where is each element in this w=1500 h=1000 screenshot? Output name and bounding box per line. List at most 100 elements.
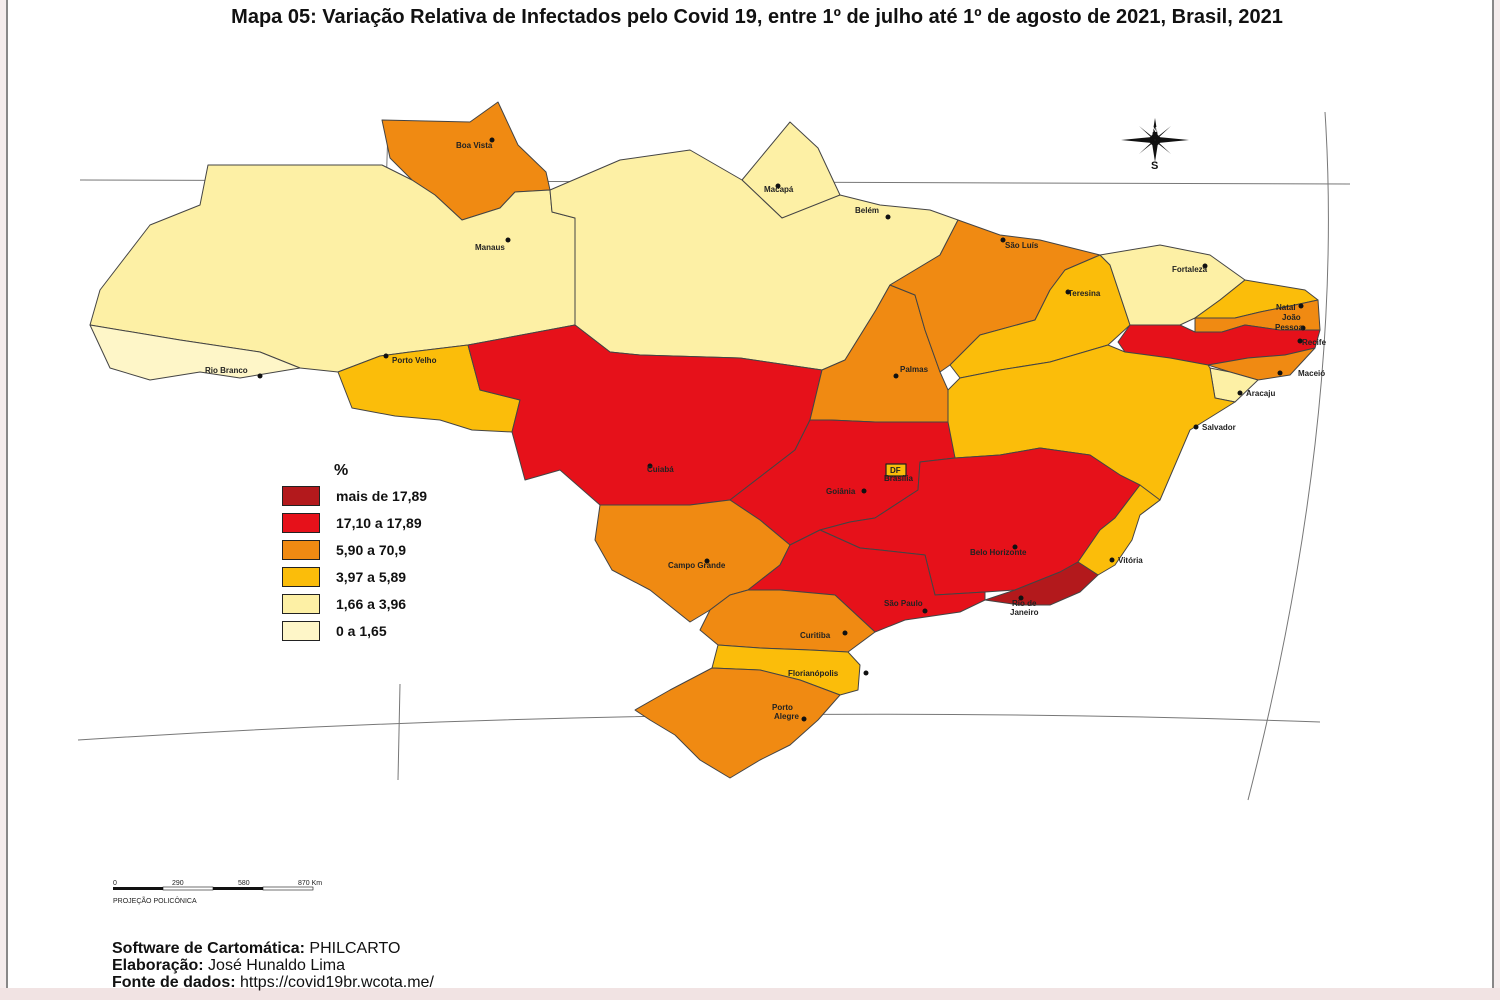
compass-rose: N S [1121, 118, 1189, 172]
credit-source: Fonte de dados: https://covid19br.wcota.… [112, 974, 434, 991]
city-label-rio-1: Rio de [1012, 599, 1037, 608]
city-label-brasilia: Brasília [884, 474, 913, 483]
city-label-recife: Recife [1302, 338, 1327, 347]
legend-swatch [282, 513, 320, 533]
compass-star-icon [1121, 118, 1189, 162]
city-label-teresina: Teresina [1068, 289, 1101, 298]
legend-label: 0 a 1,65 [336, 623, 387, 639]
credit-source-value: https://covid19br.wcota.me/ [240, 974, 434, 991]
legend-label: 17,10 a 17,89 [336, 515, 422, 531]
city-label-belo-horizonte: Belo Horizonte [970, 548, 1027, 557]
compass-south-label: S [1151, 160, 1158, 172]
legend-label: mais de 17,89 [336, 488, 428, 504]
city-label-macapa: Macapá [764, 185, 794, 194]
legend-unit: % [334, 462, 349, 479]
city-marker-porto-velho [383, 353, 389, 359]
city-marker-palmas [893, 373, 899, 379]
city-label-salvador: Salvador [1202, 423, 1236, 432]
legend-item: mais de 17,89 [282, 486, 427, 506]
compass-north-label: N [1152, 127, 1157, 134]
states [89, 101, 1321, 779]
graticule-meridian-east [1247, 111, 1329, 801]
city-label-aracaju: Aracaju [1246, 389, 1275, 398]
state-distrito-federal [885, 463, 907, 477]
city-label-rio-branco: Rio Branco [205, 366, 248, 375]
credit-author: Elaboração: José Hunaldo Lima [112, 957, 434, 974]
state-espirito-santo [1077, 484, 1161, 576]
credit-software-label: Software de Cartomática: [112, 940, 305, 957]
city-marker-fortaleza [1202, 263, 1208, 269]
city-marker-salvador [1193, 424, 1199, 430]
city-label-cuiaba: Cuiabá [647, 465, 674, 474]
legend-item: 5,90 a 70,9 [282, 540, 406, 560]
city-marker-campo-grande [704, 558, 710, 564]
city-marker-cuiaba [647, 463, 653, 469]
city-marker-boa-vista [489, 137, 495, 143]
state-minas-gerais [819, 447, 1141, 596]
city-markers [257, 137, 1306, 722]
credit-software: Software de Cartomática: PHILCARTO [112, 940, 434, 957]
city-label-belem: Belém [855, 206, 879, 215]
city-label-sao-luis: São Luís [1005, 241, 1039, 250]
city-label-sao-paulo: São Paulo [884, 599, 923, 608]
legend-swatch [282, 486, 320, 506]
city-marker-recife [1297, 338, 1303, 344]
city-label-boa-vista: Boa Vista [456, 141, 493, 150]
city-marker-belem [885, 214, 891, 220]
city-marker-florianopolis [863, 670, 869, 676]
legend-swatch [282, 621, 320, 641]
credit-source-label: Fonte de dados: [112, 974, 236, 991]
legend-label: 1,66 a 3,96 [336, 596, 407, 612]
city-label-porto-velho: Porto Velho [392, 356, 437, 365]
legend-swatch [282, 567, 320, 587]
city-marker-sao-paulo [922, 608, 928, 614]
city-label-vitoria: Vitória [1118, 556, 1143, 565]
city-marker-teresina [1065, 289, 1071, 295]
legend-label: 3,97 a 5,89 [336, 569, 407, 585]
city-marker-sao-luis [1000, 237, 1006, 243]
legend-item: 0 a 1,65 [282, 621, 387, 641]
legend-swatch [282, 540, 320, 560]
city-marker-porto-alegre [801, 716, 807, 722]
credit-author-value: José Hunaldo Lima [208, 957, 346, 974]
scale-tick-870: 870 Km [298, 880, 322, 887]
city-label-campo-grande: Campo Grande [668, 561, 726, 570]
city-marker-goiania [861, 488, 867, 494]
city-labels: Boa Vista Macapá Belém Manaus São Luís F… [205, 141, 1327, 721]
credit-software-value: PHILCARTO [309, 940, 401, 957]
city-label-maceio: Maceió [1298, 369, 1325, 378]
projection-label: PROJEÇÃO POLICÔNICA [113, 896, 197, 905]
scale-tick-0: 0 [113, 880, 117, 887]
city-marker-belo-horizonte [1012, 544, 1018, 550]
legend-label: 5,90 a 70,9 [336, 542, 407, 558]
city-label-df: DF [890, 466, 901, 475]
city-label-goiania: Goiânia [826, 487, 856, 496]
credit-author-label: Elaboração: [112, 957, 204, 974]
scale-tick-290: 290 [172, 880, 184, 887]
map-title: Mapa 05: Variação Relativa de Infectados… [231, 6, 1283, 28]
city-marker-rio-branco [257, 373, 263, 379]
scale-bar: 0 290 580 870 Km PROJEÇÃO POLICÔNICA [113, 880, 322, 905]
city-label-manaus: Manaus [475, 243, 505, 252]
city-marker-joao-pessoa [1300, 325, 1306, 331]
city-label-natal: Natal [1276, 303, 1296, 312]
city-marker-manaus [505, 237, 511, 243]
city-marker-vitoria [1109, 557, 1115, 563]
city-label-joao-pessoa-1: João [1282, 313, 1301, 322]
city-label-porto-alegre-2: Alegre [774, 712, 799, 721]
city-label-florianopolis: Florianópolis [788, 669, 839, 678]
legend-item: 17,10 a 17,89 [282, 513, 422, 533]
city-label-porto-alegre-1: Porto [772, 703, 793, 712]
city-marker-maceio [1277, 370, 1283, 376]
bottom-strip [0, 988, 1500, 1000]
city-marker-rio-de-janeiro [1018, 595, 1024, 601]
city-label-palmas: Palmas [900, 365, 929, 374]
city-marker-aracaju [1237, 390, 1243, 396]
city-label-rio-2: Janeiro [1010, 608, 1039, 617]
graticule-meridian-sw [397, 683, 401, 781]
scale-tick-580: 580 [238, 880, 250, 887]
state-rio-de-janeiro [984, 561, 1099, 606]
city-label-curitiba: Curitiba [800, 631, 831, 640]
city-marker-macapa [775, 183, 781, 189]
state-rio-grande-do-sul [634, 667, 841, 779]
